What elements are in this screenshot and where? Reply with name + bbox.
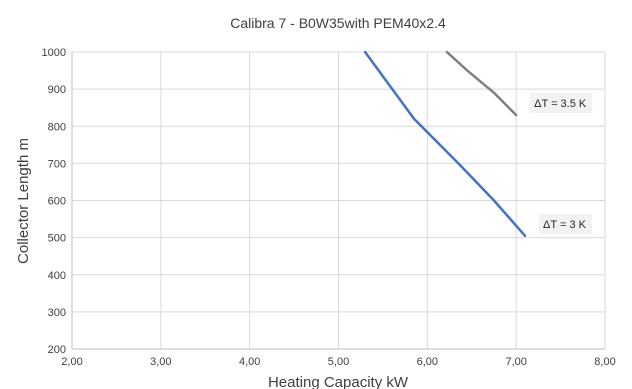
y-tick-label: 800 <box>48 121 66 133</box>
series-label-text: ΔT = 3.5 K <box>534 98 587 110</box>
series-label-box <box>530 93 593 114</box>
x-axis-label: Heating Capacity kW <box>268 374 409 389</box>
series-label-2: ΔT = 3.5 K <box>530 93 593 114</box>
y-tick-label: 1000 <box>42 47 66 59</box>
series-label-text: ΔT = 3 K <box>543 219 587 231</box>
x-tick-label: 7,00 <box>505 356 526 368</box>
x-tick-label: 3,00 <box>150 356 171 368</box>
tick-labels: 200 300 400 500 600 700 800 900 1000 2,00 3,00 4,00… <box>42 47 616 368</box>
chart-title: Calibra 7 - B0W35with PEM40x2.4 <box>230 15 446 31</box>
series-label-box <box>539 213 592 234</box>
y-tick-label: 300 <box>48 307 66 319</box>
series-line-1 <box>363 50 527 238</box>
x-tick-label: 2,00 <box>61 356 82 368</box>
x-tick-label: 5,00 <box>328 356 349 368</box>
x-tick-label: 8,00 <box>594 356 615 368</box>
axes <box>71 52 605 350</box>
x-tick-label: 4,00 <box>239 356 260 368</box>
y-tick-label: 400 <box>48 270 66 282</box>
series-label-1: ΔT = 3 K <box>539 213 592 234</box>
y-tick-label: 500 <box>48 233 66 245</box>
y-tick-label: 700 <box>48 158 66 170</box>
series-labels: ΔT = 3 K ΔT = 3.5 K <box>530 93 593 234</box>
series-line-2 <box>445 50 518 117</box>
grid <box>72 51 606 349</box>
series <box>363 50 527 238</box>
y-axis-label: Collector Length m <box>15 138 32 264</box>
y-tick-label: 900 <box>48 84 66 96</box>
x-tick-label: 6,00 <box>417 356 438 368</box>
y-tick-label: 600 <box>48 196 66 208</box>
y-tick-label: 200 <box>48 344 66 356</box>
